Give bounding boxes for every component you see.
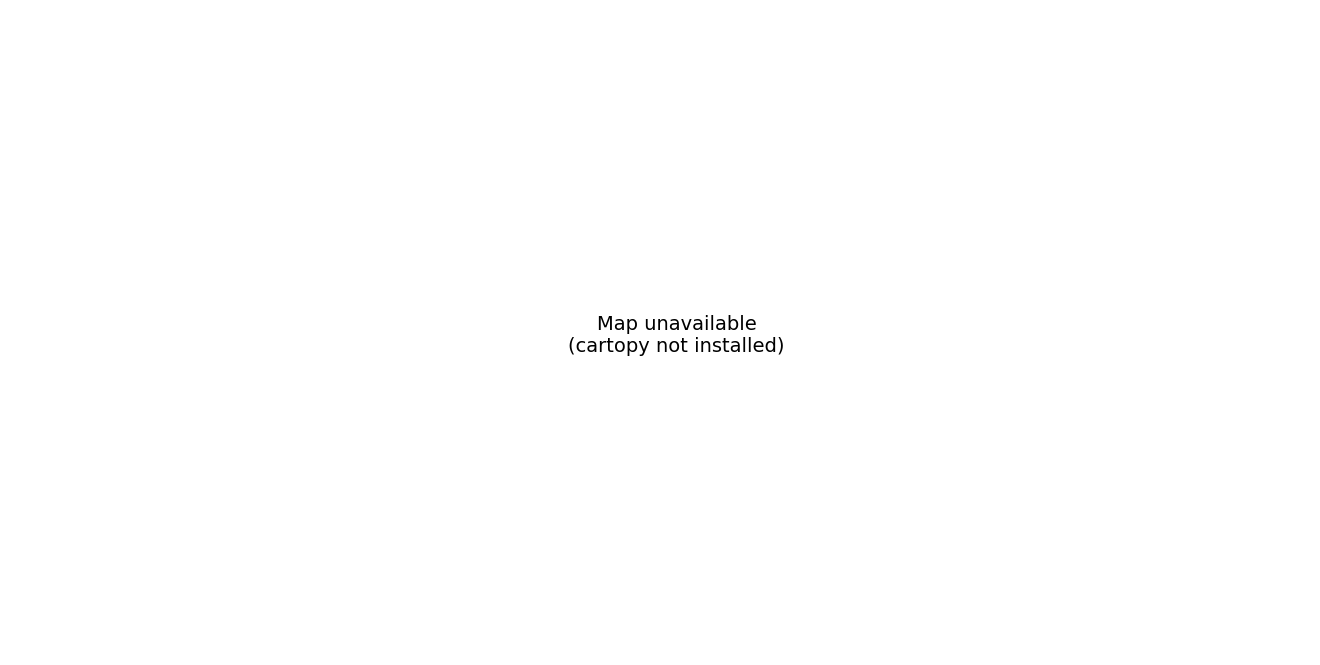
Text: Map unavailable
(cartopy not installed): Map unavailable (cartopy not installed) — [568, 315, 785, 356]
